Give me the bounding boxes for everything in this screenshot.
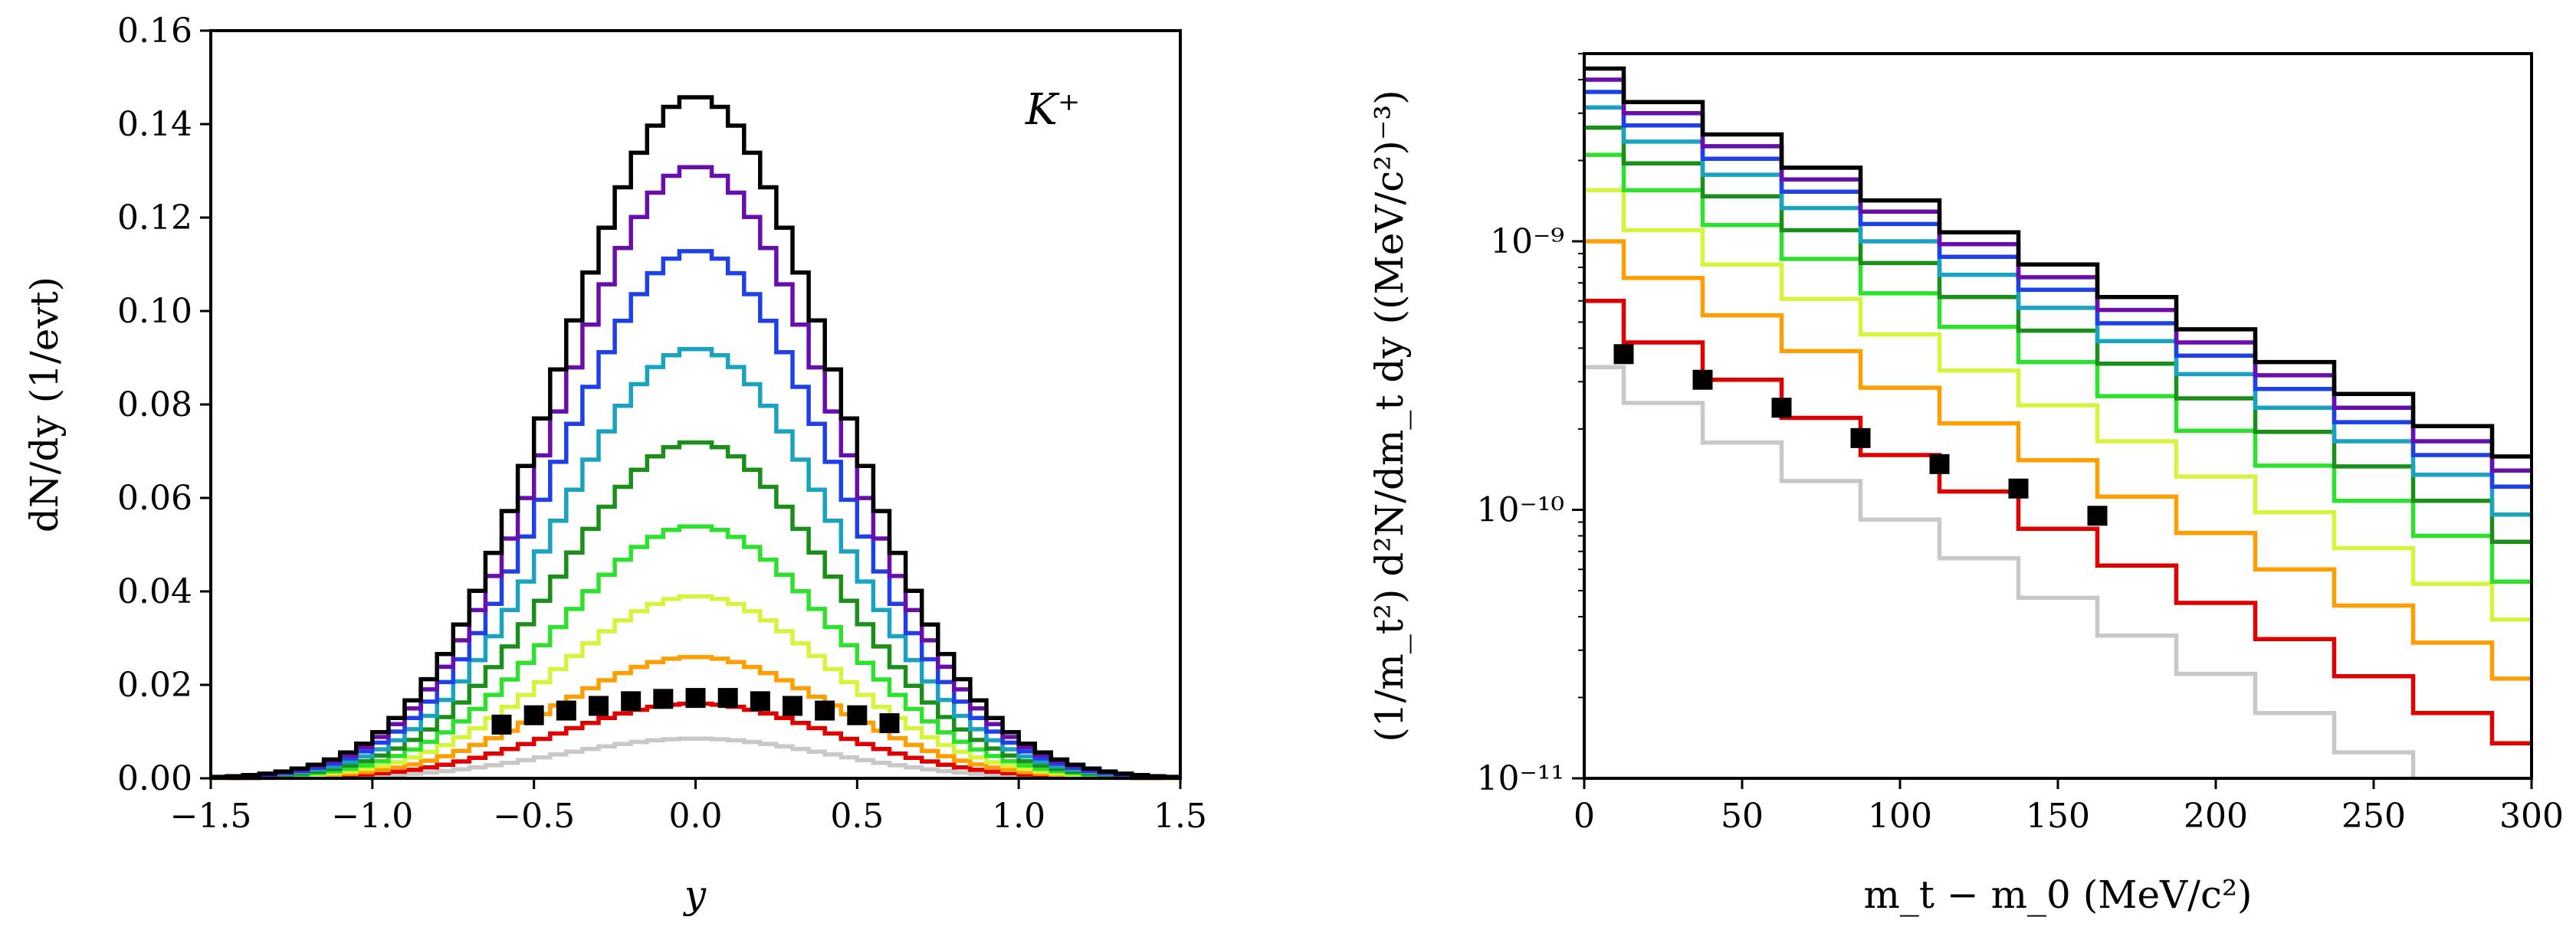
rapidity-data-point bbox=[589, 696, 609, 716]
left-y-tick-label: 0.10 bbox=[117, 292, 192, 331]
mt-data-point bbox=[1850, 427, 1871, 448]
mt-series-2 bbox=[1584, 239, 2532, 681]
rapidity-data-point bbox=[750, 691, 770, 712]
mt-series-1 bbox=[1584, 299, 2532, 746]
mt-spectrum-panel: 0 50 100 150 200 250 300 10⁻¹¹ 10⁻¹⁰ 10⁻⁹ m_t − … bbox=[1367, 52, 2564, 917]
mt-data-point bbox=[1692, 369, 1713, 390]
rapidity-data-point bbox=[653, 689, 674, 709]
mt-data-point bbox=[2087, 506, 2108, 526]
mt-series-5 bbox=[1584, 125, 2532, 545]
left-x-axis-label: y bbox=[683, 873, 707, 917]
kaon-annotation: K⁺ bbox=[1025, 85, 1080, 135]
mt-series-8 bbox=[1584, 77, 2532, 473]
mt-data-points bbox=[1613, 344, 2108, 526]
left-y-tick-label: 0.12 bbox=[117, 198, 192, 237]
left-y-tick-label: 0.08 bbox=[117, 385, 192, 424]
rapidity-data-point bbox=[847, 705, 868, 725]
right-y-tick-label: 10⁻¹⁰ bbox=[1477, 490, 1565, 529]
left-y-tick-label: 0.16 bbox=[117, 11, 192, 51]
rapidity-distribution-panel: −1.5 −1.0 −0.5 0.0 0.5 1.0 1.5 0.000.020.040.0… bbox=[22, 11, 1207, 917]
rapidity-data-point bbox=[879, 713, 900, 734]
right-x-tick-label: 250 bbox=[2341, 797, 2406, 836]
left-x-tick-label: 0.5 bbox=[830, 797, 884, 836]
rapidity-data-point bbox=[815, 700, 835, 721]
right-x-tick-label: 300 bbox=[2499, 797, 2564, 836]
mt-series-6 bbox=[1584, 105, 2532, 517]
right-y-tick-label: 10⁻⁹ bbox=[1490, 222, 1564, 261]
rapidity-series-5 bbox=[211, 440, 1180, 780]
left-y-axis-label: dN/dy (1/evt) bbox=[22, 277, 67, 532]
rapidity-data-point bbox=[783, 696, 802, 716]
right-x-tick-label: 100 bbox=[1868, 797, 1932, 836]
mt-data-point bbox=[2008, 478, 2029, 499]
rapidity-data-point bbox=[523, 705, 544, 725]
left-x-tick-label: −1.5 bbox=[170, 797, 252, 836]
rapidity-data-point bbox=[491, 714, 512, 735]
left-plot-frame bbox=[209, 29, 1182, 780]
right-y-ticks: 10⁻¹¹ 10⁻¹⁰ 10⁻⁹ bbox=[1477, 53, 1584, 798]
left-y-tick-label: 0.00 bbox=[117, 759, 192, 798]
rapidity-data-point bbox=[556, 700, 576, 721]
rapidity-series-group bbox=[211, 95, 1180, 781]
mt-data-point bbox=[1613, 344, 1634, 365]
left-y-tick-label: 0.02 bbox=[117, 666, 192, 705]
rapidity-data-point bbox=[717, 688, 738, 709]
left-y-tick-label: 0.06 bbox=[117, 479, 192, 518]
mt-series-0 bbox=[1584, 365, 2416, 778]
mt-series-group bbox=[1584, 66, 2532, 778]
mt-series-4 bbox=[1584, 152, 2532, 585]
left-y-tick-label: 0.14 bbox=[117, 105, 192, 144]
right-x-tick-label: 200 bbox=[2184, 797, 2248, 836]
left-x-tick-label: −1.0 bbox=[331, 797, 413, 836]
left-x-tick-label: −0.5 bbox=[493, 797, 575, 836]
right-x-tick-label: 50 bbox=[1721, 797, 1764, 836]
mt-series-9 bbox=[1584, 66, 2532, 459]
rapidity-data-points bbox=[491, 688, 900, 735]
mt-series-3 bbox=[1584, 188, 2532, 622]
right-y-axis-label: (1/m_t²) d²N/dm_t dy ((MeV/c²)⁻³) bbox=[1367, 90, 1412, 742]
rapidity-series-0 bbox=[211, 736, 1180, 781]
mt-series-7 bbox=[1584, 90, 2532, 489]
rapidity-data-point bbox=[685, 688, 706, 709]
left-y-tick-label: 0.04 bbox=[117, 572, 192, 611]
rapidity-series-8 bbox=[211, 165, 1180, 780]
left-x-tick-label: 1.5 bbox=[1153, 797, 1207, 836]
right-y-tick-label: 10⁻¹¹ bbox=[1477, 759, 1565, 798]
right-x-tick-label: 150 bbox=[2026, 797, 2090, 836]
right-plot-frame bbox=[1583, 52, 2533, 780]
left-x-ticks: −1.5 −1.0 −0.5 0.0 0.5 1.0 1.5 bbox=[170, 778, 1207, 836]
rapidity-data-point bbox=[621, 691, 642, 712]
right-x-ticks: 0 50 100 150 200 250 300 bbox=[1573, 778, 2564, 836]
left-x-tick-label: 0.0 bbox=[669, 797, 723, 836]
mt-data-point bbox=[1929, 454, 1950, 474]
left-x-tick-label: 1.0 bbox=[992, 797, 1045, 836]
right-x-axis-label: m_t − m_0 (MeV/c²) bbox=[1863, 873, 2252, 917]
mt-data-point bbox=[1771, 398, 1792, 418]
rapidity-series-9 bbox=[211, 95, 1180, 779]
rapidity-series-6 bbox=[211, 347, 1180, 780]
left-y-ticks: 0.00 0.02 0.04 0.06 0.08 0.10 0.12 0.14 0.16 bbox=[117, 11, 211, 798]
right-x-tick-label: 0 bbox=[1573, 797, 1595, 836]
